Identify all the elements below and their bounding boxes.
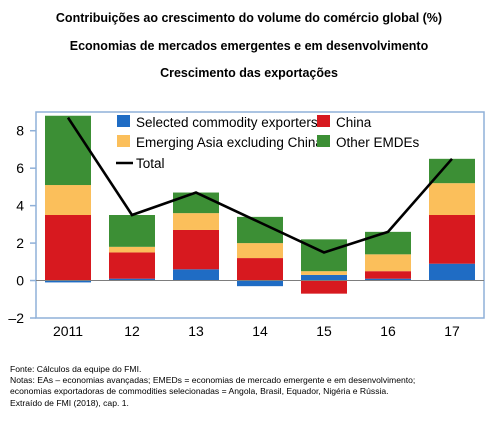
legend-label: Other EMDEs bbox=[336, 135, 420, 150]
x-tick-label: 15 bbox=[316, 323, 332, 339]
x-tick-label: 2011 bbox=[53, 323, 83, 339]
bar-segment bbox=[365, 278, 411, 281]
commodity-exporters-note: economias exportadoras de commodities se… bbox=[10, 386, 389, 397]
x-tick-label: 12 bbox=[124, 323, 140, 339]
legend-swatch bbox=[117, 135, 130, 147]
bar-segment bbox=[109, 215, 155, 247]
bar-segment bbox=[45, 280, 91, 283]
y-tick-label: 2 bbox=[16, 235, 24, 251]
bar-segment bbox=[301, 280, 347, 294]
bar-segment bbox=[429, 183, 475, 215]
bar-segment bbox=[173, 192, 219, 214]
bar-segment bbox=[45, 185, 91, 215]
bar-segment bbox=[365, 271, 411, 279]
bar-segment bbox=[237, 243, 283, 259]
bar-segment bbox=[173, 213, 219, 230]
legend-label: Emerging Asia excluding China bbox=[136, 135, 323, 150]
source-note: Fonte: Cálculos da equipe do FMI. bbox=[10, 364, 142, 374]
bar-segment bbox=[109, 252, 155, 279]
legend-label: Total bbox=[136, 156, 165, 171]
y-tick-label: 4 bbox=[16, 198, 24, 214]
abbreviations-note: Notas: EAs – economias avançadas; EMEDs … bbox=[10, 375, 416, 386]
legend-label: China bbox=[336, 115, 372, 130]
bar-segment bbox=[365, 254, 411, 272]
chart-subtitle: Economias de mercados emergentes e em de… bbox=[69, 39, 429, 53]
legend-swatch bbox=[317, 135, 330, 147]
bar-segment bbox=[301, 274, 347, 281]
bar-segment bbox=[429, 215, 475, 264]
chart-panel-title: Crescimento das exportações bbox=[160, 66, 338, 80]
bar-segment bbox=[365, 231, 411, 255]
y-tick-label: 6 bbox=[16, 160, 24, 176]
plot-frame bbox=[35, 111, 485, 319]
x-tick-label: 16 bbox=[380, 323, 396, 339]
bar-segment bbox=[301, 271, 347, 275]
bar-segment bbox=[45, 115, 91, 186]
x-tick-label: 17 bbox=[444, 323, 460, 339]
bar-segment bbox=[173, 269, 219, 281]
bar-segment bbox=[109, 278, 155, 281]
bar-segment bbox=[109, 246, 155, 253]
bar-segment bbox=[429, 158, 475, 184]
legend-swatch bbox=[117, 115, 130, 127]
extract-note: Extraído de FMI (2018), cap. 1. bbox=[10, 397, 129, 408]
y-tick-label: –2 bbox=[8, 310, 24, 326]
figure-notes: Fonte: Cálculos da equipe do FMI. Notas:… bbox=[10, 364, 490, 409]
x-tick-label: 14 bbox=[252, 323, 268, 339]
legend-swatch bbox=[317, 115, 330, 127]
bar-segment bbox=[45, 215, 91, 281]
chart-title: Contribuições ao crescimento do volume d… bbox=[55, 11, 443, 25]
x-tick-label: 13 bbox=[188, 323, 204, 339]
legend-label: Selected commodity exporters bbox=[136, 115, 318, 130]
bar-segment bbox=[237, 258, 283, 281]
bar-segment bbox=[429, 263, 475, 281]
y-tick-label: 8 bbox=[16, 123, 24, 139]
bar-segment bbox=[237, 280, 283, 287]
total-line bbox=[66, 116, 453, 254]
y-tick-label: 0 bbox=[16, 273, 24, 289]
bar-segment bbox=[173, 229, 219, 270]
stacked-bar-chart: –2 0 2 4 6 8 2011 12 13 14 15 16 17 Selected commodi… bbox=[8, 111, 485, 339]
